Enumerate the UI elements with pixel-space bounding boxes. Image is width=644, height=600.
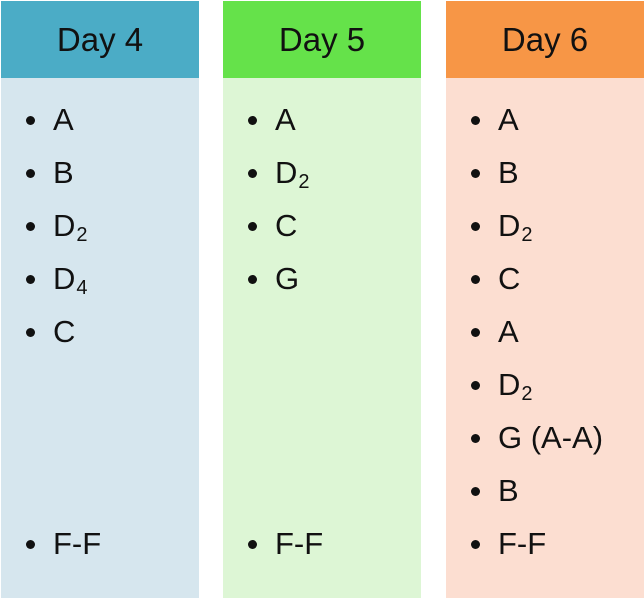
list-item: A xyxy=(1,100,74,140)
bullet-icon xyxy=(248,115,257,125)
day-6-title: Day 6 xyxy=(501,20,589,58)
day-4-title: Day 4 xyxy=(56,20,144,58)
item-text: D xyxy=(498,208,521,243)
item-text: B xyxy=(498,473,519,508)
day-5-title: Day 5 xyxy=(278,20,366,58)
bullet-icon xyxy=(26,168,35,178)
item-text: G xyxy=(275,261,300,296)
list-item: A xyxy=(446,312,519,352)
bullet-icon xyxy=(26,221,35,231)
bullet-icon xyxy=(248,539,257,549)
item-text: A xyxy=(275,102,296,137)
bullet-icon xyxy=(248,221,257,231)
day-4-header: Day 4 xyxy=(1,1,199,78)
list-item-footer: F-F xyxy=(223,524,323,564)
day-5-header: Day 5 xyxy=(223,1,421,78)
item-text: B xyxy=(53,155,74,190)
item-text: D xyxy=(53,208,76,243)
bullet-icon xyxy=(471,539,480,549)
bullet-icon xyxy=(26,274,35,284)
bullet-icon xyxy=(471,115,480,125)
item-text: F-F xyxy=(275,526,324,561)
bullet-icon xyxy=(26,539,35,549)
list-item-footer: F-F xyxy=(1,524,101,564)
bullet-icon xyxy=(471,274,480,284)
item-subscript: 2 xyxy=(521,223,533,246)
list-item: C xyxy=(1,312,75,352)
bullet-icon xyxy=(471,380,480,390)
list-item: B xyxy=(446,471,519,511)
list-item: A xyxy=(446,100,519,140)
item-text: B xyxy=(498,155,519,190)
item-text: D xyxy=(498,367,521,402)
item-text: C xyxy=(53,314,76,349)
list-item: C xyxy=(446,259,520,299)
list-item: G xyxy=(223,259,299,299)
list-item: B xyxy=(446,153,519,193)
list-item: B xyxy=(1,153,74,193)
item-text: F-F xyxy=(498,526,547,561)
item-text: D xyxy=(275,155,298,190)
bullet-icon xyxy=(471,433,480,443)
item-text: D xyxy=(53,261,76,296)
item-text: G (A-A) xyxy=(498,420,604,455)
item-subscript: 4 xyxy=(76,276,88,299)
bullet-icon xyxy=(26,115,35,125)
bullet-icon xyxy=(471,168,480,178)
item-text: A xyxy=(498,102,519,137)
list-item: G (A-A) xyxy=(446,418,603,458)
item-subscript: 2 xyxy=(298,170,310,193)
item-text: A xyxy=(498,314,519,349)
bullet-icon xyxy=(471,221,480,231)
item-subscript: 2 xyxy=(76,223,88,246)
item-text: C xyxy=(498,261,521,296)
item-text: F-F xyxy=(53,526,102,561)
bullet-icon xyxy=(471,486,480,496)
bullet-icon xyxy=(248,274,257,284)
list-item-footer: F-F xyxy=(446,524,546,564)
item-text: A xyxy=(53,102,74,137)
bullet-icon xyxy=(26,327,35,337)
item-text: C xyxy=(275,208,298,243)
list-item: A xyxy=(223,100,296,140)
day-6-header: Day 6 xyxy=(446,1,644,78)
list-item: C xyxy=(223,206,297,246)
item-subscript: 2 xyxy=(521,382,533,405)
bullet-icon xyxy=(471,327,480,337)
bullet-icon xyxy=(248,168,257,178)
